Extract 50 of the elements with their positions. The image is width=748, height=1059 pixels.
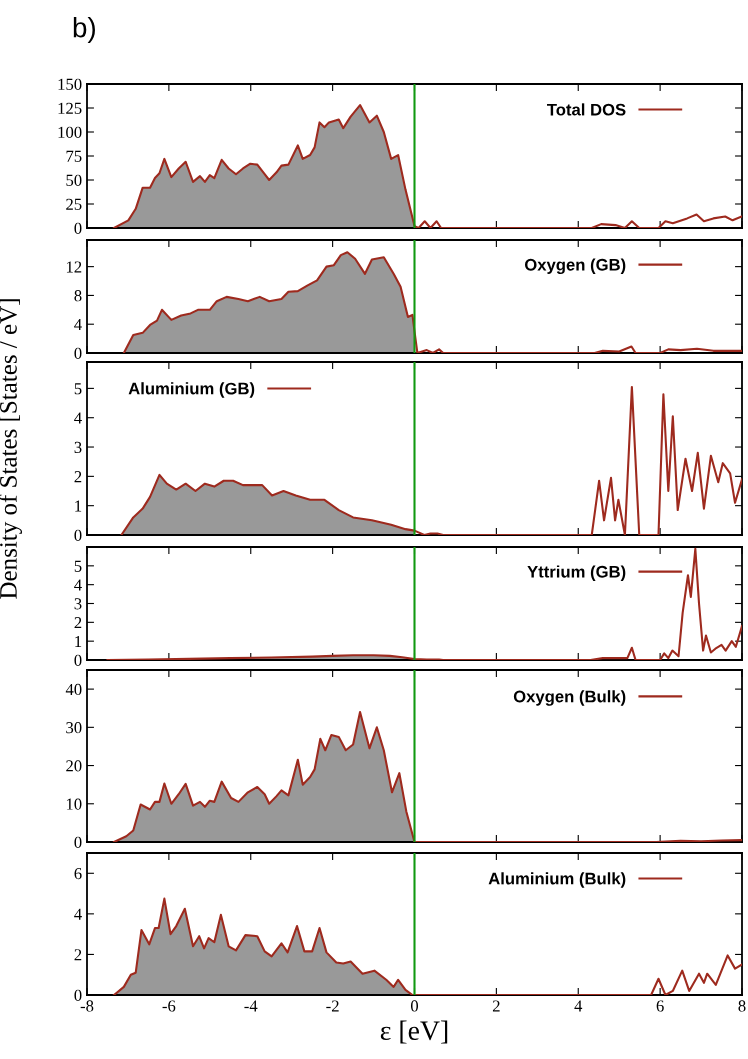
x-tick-label: -6 — [162, 1000, 176, 1012]
x-tick-label: 2 — [492, 1000, 500, 1012]
y-tick-label: 0 — [74, 989, 82, 1001]
y-tick-label: 2 — [74, 617, 82, 629]
y-tick-label: 30 — [66, 722, 82, 734]
y-tick-label: 2 — [74, 949, 82, 961]
y-tick-label: 40 — [65, 683, 82, 696]
y-tick-label: 5 — [74, 560, 82, 572]
y-tick-label: 4 — [74, 319, 82, 330]
y-tick-label: 50 — [66, 174, 82, 186]
y-tick-label: 75 — [66, 150, 82, 162]
y-tick-label: 8 — [74, 290, 82, 302]
y-tick-label: 4 — [74, 579, 82, 591]
y-axis-title: Density of States [States / eV] — [0, 299, 22, 599]
x-tick-label: 4 — [574, 1000, 583, 1012]
x-tick-label: 6 — [656, 1000, 664, 1012]
y-tick-label: 0 — [74, 347, 82, 359]
y-tick-label: 5 — [74, 383, 82, 395]
y-tick-label: 3 — [74, 598, 82, 610]
y-tick-label: 125 — [58, 102, 82, 114]
y-tick-label: 3 — [74, 441, 82, 453]
legend-label: Oxygen (Bulk) — [513, 690, 626, 706]
y-tick-label: 1 — [75, 635, 82, 647]
y-tick-label: 4 — [74, 412, 82, 424]
y-tick-label: 100 — [58, 126, 82, 138]
y-tick-label: 1 — [75, 500, 82, 512]
x-tick-label: 0 — [410, 1000, 419, 1012]
y-tick-label: 10 — [66, 798, 82, 810]
x-tick-label: 8 — [738, 1000, 746, 1012]
x-tick-label: -8 — [80, 1000, 94, 1012]
y-tick-label: 12 — [66, 261, 82, 273]
y-tick-label: 25 — [66, 198, 82, 210]
legend-label: Yttrium (GB) — [527, 565, 626, 581]
y-tick-label: 6 — [74, 868, 82, 880]
y-tick-label: 20 — [66, 760, 82, 772]
x-axis-title: ε [eV] — [380, 1020, 448, 1044]
y-tick-label: 2 — [74, 471, 82, 483]
x-tick-label: -4 — [244, 1000, 258, 1012]
y-tick-label: 0 — [74, 836, 82, 848]
legend-label: Total DOS — [547, 103, 626, 116]
y-tick-label: 0 — [74, 654, 82, 666]
text: b) — [73, 17, 95, 43]
y-tick-label: 0 — [74, 222, 82, 234]
legend-label: Aluminium (GB) — [128, 382, 255, 398]
x-tick-label: -2 — [326, 1000, 339, 1012]
y-tick-label: 0 — [74, 529, 82, 541]
legend-label: Oxygen (GB) — [524, 258, 626, 274]
y-tick-label: 4 — [74, 908, 82, 920]
legend-label: Aluminium (Bulk) — [488, 872, 626, 888]
y-tick-label: 150 — [58, 78, 82, 90]
